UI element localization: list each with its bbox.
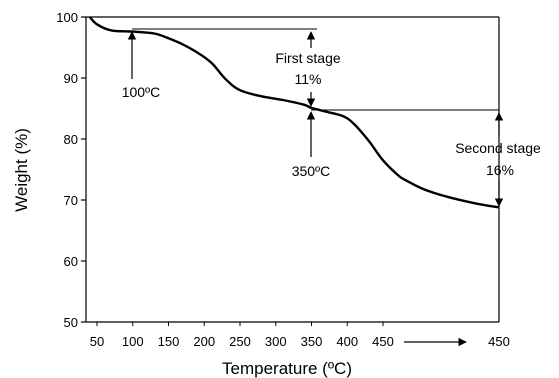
x-tick-label: 350 xyxy=(301,334,323,349)
x-axis-ticks: 50 100 150 200 250 300 350 400 450 450 xyxy=(90,322,510,349)
label-second-stage-value: 16% xyxy=(486,162,514,178)
label-second-stage: Second stage xyxy=(455,140,541,156)
x-tick-label: 250 xyxy=(229,334,251,349)
plot-frame xyxy=(85,16,500,323)
y-tick-label: 60 xyxy=(64,254,78,269)
label-first-stage: First stage xyxy=(275,50,341,66)
x-tick-label: 450 xyxy=(372,334,394,349)
x-tick-label: 200 xyxy=(193,334,215,349)
y-tick-label: 90 xyxy=(64,71,78,86)
x-tick-label: 100 xyxy=(122,334,144,349)
x-tick-label: 300 xyxy=(265,334,287,349)
label-350c: 350ºC xyxy=(292,163,331,179)
x-axis-title: Temperature (ºC) xyxy=(222,359,352,378)
y-tick-label: 100 xyxy=(56,10,78,25)
x-tick-label: 150 xyxy=(158,334,180,349)
x-tick-label: 50 xyxy=(90,334,104,349)
x-tick-label: 450 xyxy=(488,334,510,349)
y-axis-title: Weight (%) xyxy=(12,128,31,212)
y-tick-label: 80 xyxy=(64,132,78,147)
y-tick-label: 70 xyxy=(64,193,78,208)
x-tick-label: 400 xyxy=(336,334,358,349)
y-axis-ticks: 50 60 70 80 90 100 xyxy=(56,10,86,330)
label-first-stage-value: 11% xyxy=(295,71,322,87)
annotations: 100ºC First stage 11% 350ºC Second stage… xyxy=(122,28,541,347)
label-100c: 100ºC xyxy=(122,84,161,100)
y-tick-label: 50 xyxy=(64,315,78,330)
